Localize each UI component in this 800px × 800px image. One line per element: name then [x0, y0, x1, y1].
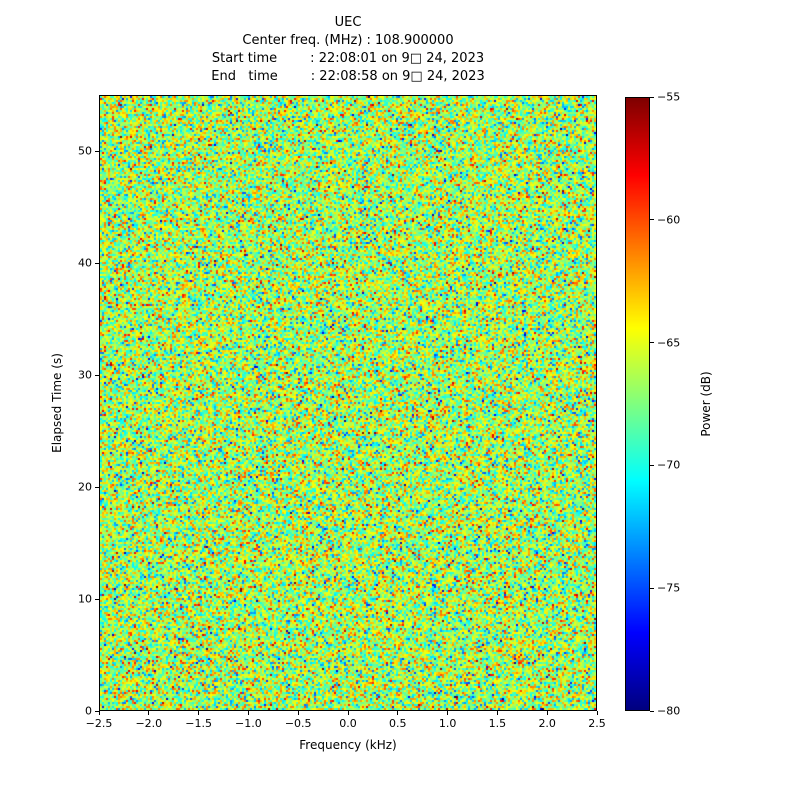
colorbar-label: Power (dB)	[699, 371, 713, 437]
x-tick-label: −2.0	[135, 717, 163, 730]
plot-area	[99, 95, 597, 711]
figure-title: UEC	[334, 15, 362, 30]
y-tick-label: 30	[78, 368, 92, 382]
y-tick-label: 20	[78, 480, 92, 494]
info-line-end-time: End time : 22:08:58 on 9□ 24, 2023	[211, 69, 485, 84]
x-tick-mark	[596, 711, 598, 715]
colorbar-tick-label: −65	[657, 336, 681, 350]
colorbar-tick-mark	[650, 219, 654, 221]
y-tick-mark	[95, 374, 99, 376]
colorbar-tick-label: −60	[657, 213, 681, 227]
y-tick-label: 0	[85, 704, 92, 718]
spectrogram-heatmap	[100, 96, 596, 710]
title-block: UEC Center freq. (MHz) : 108.900000 Star…	[99, 14, 597, 86]
x-tick-label: 0.0	[339, 717, 357, 730]
y-axis-label: Elapsed Time (s)	[50, 353, 64, 453]
x-tick-label: 2.5	[588, 717, 606, 730]
y-tick-mark	[95, 710, 99, 712]
colorbar-tick-mark	[650, 96, 654, 98]
colorbar-tick-mark	[650, 587, 654, 589]
x-tick-mark	[546, 711, 548, 715]
colorbar-tick-label: −75	[657, 581, 681, 595]
x-axis-label: Frequency (kHz)	[299, 738, 397, 752]
x-tick-label: −1.0	[235, 717, 262, 730]
x-tick-mark	[198, 711, 200, 715]
info-line-center-freq: Center freq. (MHz) : 108.900000	[242, 33, 454, 48]
y-tick-label: 50	[78, 144, 92, 158]
info-line-start-time: Start time : 22:08:01 on 9□ 24, 2023	[211, 51, 485, 66]
x-tick-label: 1.5	[488, 717, 507, 730]
y-tick-mark	[95, 486, 99, 488]
colorbar-tick-label: −70	[657, 458, 681, 472]
y-tick-mark	[95, 598, 99, 600]
x-tick-label: −0.5	[284, 717, 312, 730]
x-tick-mark	[496, 711, 498, 715]
colorbar-gradient	[626, 98, 649, 710]
x-tick-mark	[397, 711, 399, 715]
x-tick-label: −2.5	[85, 717, 113, 730]
colorbar-tick-mark	[650, 464, 654, 466]
x-tick-mark	[347, 711, 349, 715]
y-tick-mark	[95, 262, 99, 264]
y-tick-mark	[95, 150, 99, 152]
colorbar-tick-label: −80	[657, 704, 681, 718]
x-tick-mark	[247, 711, 249, 715]
x-tick-label: 0.5	[389, 717, 407, 730]
x-tick-mark	[297, 711, 299, 715]
x-tick-mark	[447, 711, 449, 715]
colorbar-tick-mark	[650, 342, 654, 344]
colorbar	[625, 97, 650, 711]
y-tick-label: 40	[78, 256, 92, 270]
colorbar-tick-mark	[650, 710, 654, 712]
x-tick-mark	[148, 711, 150, 715]
x-tick-label: −1.5	[185, 717, 212, 730]
x-tick-mark	[98, 711, 100, 715]
y-tick-label: 10	[78, 592, 92, 606]
colorbar-tick-label: −55	[657, 90, 681, 104]
x-tick-label: 2.0	[538, 717, 556, 730]
x-tick-label: 1.0	[438, 717, 457, 730]
